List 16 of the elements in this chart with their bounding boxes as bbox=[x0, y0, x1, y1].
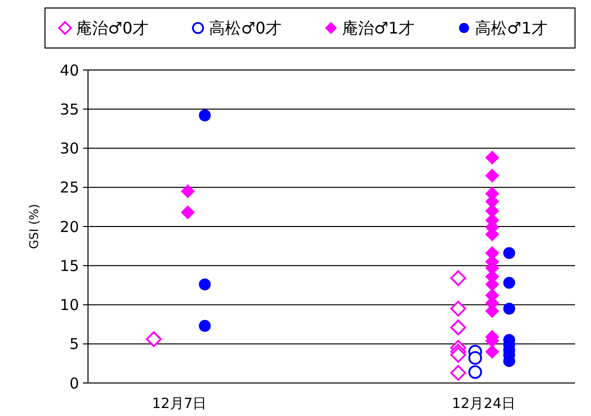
y-tick-label: 35 bbox=[60, 100, 79, 118]
legend-label: 庵治♂1才 bbox=[342, 18, 415, 38]
legend-label: 庵治♂0才 bbox=[76, 18, 149, 38]
legend-label: 高松♂1才 bbox=[475, 18, 548, 38]
y-tick-label: 10 bbox=[60, 296, 79, 314]
y-axis-title: GSI (%) bbox=[27, 204, 41, 250]
y-tick-label: 20 bbox=[60, 218, 79, 236]
y-tick-label: 5 bbox=[69, 335, 79, 354]
y-tick-label: 40 bbox=[60, 61, 79, 80]
y-tick-label: 0 bbox=[69, 374, 79, 392]
y-tick-label: 15 bbox=[60, 256, 79, 275]
y-tick-label: 25 bbox=[60, 178, 79, 197]
x-tick-label: 12月7日 bbox=[152, 396, 207, 412]
x-tick-label: 12月24日 bbox=[452, 396, 516, 412]
legend-label: 高松♂0才 bbox=[209, 18, 282, 38]
y-tick-label: 30 bbox=[60, 140, 79, 158]
